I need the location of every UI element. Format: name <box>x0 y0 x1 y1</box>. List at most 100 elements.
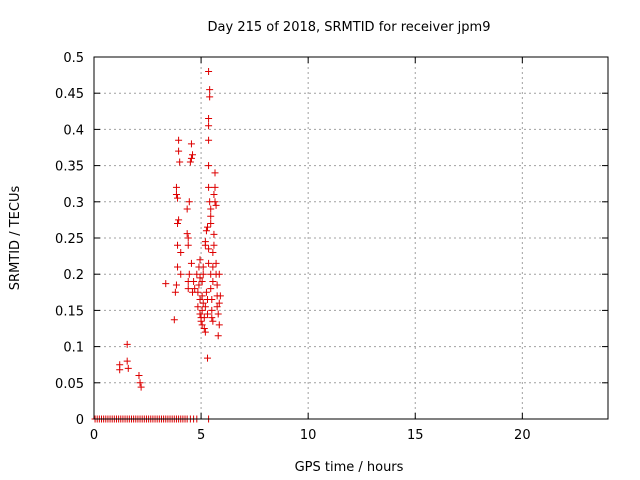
data-point <box>196 296 204 304</box>
chart-title: Day 215 of 2018, SRMTID for receiver jpm… <box>208 20 491 35</box>
data-point <box>187 154 195 162</box>
data-point <box>187 259 195 267</box>
data-point <box>177 270 185 278</box>
y-tick-label: 0.1 <box>63 341 84 356</box>
data-point <box>174 194 182 202</box>
data-point <box>210 241 218 249</box>
data-point <box>176 158 184 166</box>
data-point <box>172 191 180 199</box>
data-point <box>211 198 219 206</box>
data-point <box>201 238 209 246</box>
data-point <box>208 314 216 322</box>
data-point <box>184 234 192 242</box>
data-point <box>209 248 217 256</box>
data-point <box>211 169 219 177</box>
data-point <box>213 303 221 311</box>
data-point <box>183 230 191 238</box>
data-point <box>212 259 220 267</box>
data-point <box>209 263 217 271</box>
data-point <box>216 292 224 300</box>
data-point <box>207 220 215 228</box>
x-tick-label: 15 <box>407 428 424 443</box>
data-point <box>194 303 202 311</box>
data-point <box>209 317 217 325</box>
data-point <box>191 285 199 293</box>
data-point <box>205 136 213 144</box>
data-point <box>174 220 182 228</box>
data-point <box>175 136 183 144</box>
x-tick-label: 0 <box>90 428 98 443</box>
data-point <box>214 310 222 318</box>
data-point <box>205 162 213 170</box>
data-point <box>215 299 223 307</box>
data-point <box>199 263 207 271</box>
data-point <box>172 281 180 289</box>
data-point <box>170 316 178 324</box>
y-tick-label: 0.45 <box>55 87 84 102</box>
y-tick-label: 0 <box>76 413 84 428</box>
axis-ticks: 0 5 10 15 20 0 0.05 0.1 0.15 0.2 0.25 0.3 0.35 0.4 0.4… <box>55 51 608 443</box>
data-point <box>204 223 212 231</box>
data-point <box>190 277 198 285</box>
data-point <box>172 183 180 191</box>
data-point <box>136 379 144 387</box>
data-point <box>196 274 204 282</box>
data-point <box>174 241 182 249</box>
data-point <box>186 158 194 166</box>
y-axis-label: SRMTID / TECUs <box>8 186 23 291</box>
data-point <box>174 263 182 271</box>
data-point <box>194 288 202 296</box>
data-point <box>210 230 218 238</box>
data-point <box>205 183 213 191</box>
data-point <box>196 256 204 264</box>
y-tick-label: 0.3 <box>63 196 84 211</box>
y-tick-label: 0.2 <box>63 268 84 283</box>
data-point <box>202 227 210 235</box>
y-tick-label: 0.25 <box>55 232 84 247</box>
data-point <box>199 270 207 278</box>
x-tick-label: 20 <box>514 428 531 443</box>
data-point <box>205 115 213 123</box>
data-point <box>171 288 179 296</box>
data-point <box>189 151 197 159</box>
data-point <box>200 314 208 322</box>
data-point <box>184 241 192 249</box>
data-point <box>201 328 209 336</box>
y-tick-label: 0.35 <box>55 160 84 175</box>
data-point <box>123 340 131 348</box>
y-tick-label: 0.4 <box>63 123 84 138</box>
data-point <box>198 306 206 314</box>
data-point <box>184 285 192 293</box>
data-point <box>199 299 207 307</box>
data-point <box>214 332 222 340</box>
data-point <box>195 281 203 289</box>
data-point <box>204 310 212 318</box>
data-point <box>208 296 216 304</box>
data-point <box>185 270 193 278</box>
x-axis-label: GPS time / hours <box>295 460 404 475</box>
data-point <box>201 303 209 311</box>
data-point <box>196 310 204 318</box>
data-point <box>215 270 223 278</box>
y-tick-label: 0.05 <box>55 377 84 392</box>
data-point <box>185 198 193 206</box>
data-point <box>209 277 217 285</box>
data-point <box>124 364 132 372</box>
data-point <box>177 248 185 256</box>
data-point <box>205 245 213 253</box>
data-point <box>202 288 210 296</box>
data-point <box>205 67 213 75</box>
x-tick-label: 10 <box>300 428 317 443</box>
data-point <box>206 93 214 101</box>
data-point <box>183 205 191 213</box>
data-point <box>198 292 206 300</box>
data-point <box>208 306 216 314</box>
data-point <box>198 321 206 329</box>
data-point <box>162 280 170 288</box>
data-point <box>210 191 218 199</box>
y-tick-label: 0.5 <box>63 51 84 66</box>
data-point <box>207 205 215 213</box>
data-point <box>212 201 220 209</box>
